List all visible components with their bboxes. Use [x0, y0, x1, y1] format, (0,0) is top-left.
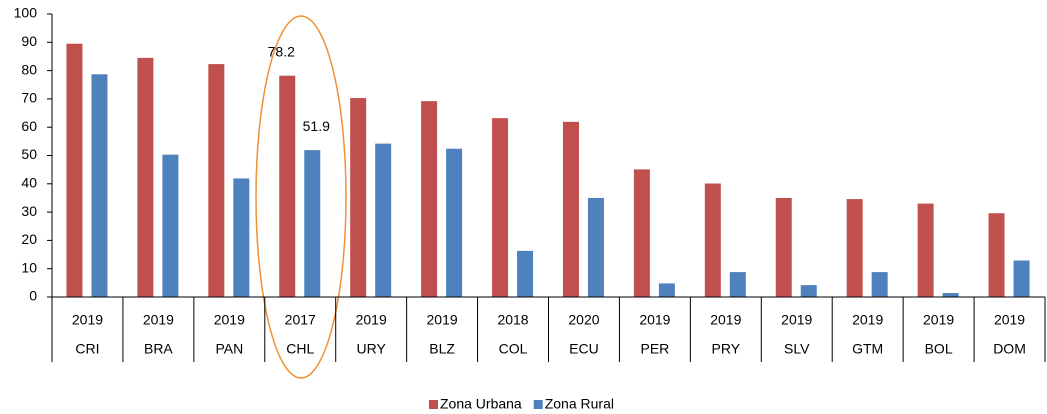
bar [942, 293, 959, 297]
y-tick-label: 80 [21, 61, 37, 77]
bar [279, 75, 296, 297]
bar [492, 118, 509, 297]
x-tick-label: COL [499, 341, 528, 357]
legend-swatch [533, 400, 543, 409]
y-tick-label: 70 [21, 90, 37, 106]
y-tick-label: 0 [29, 288, 37, 304]
x-tick-label: PAN [215, 341, 243, 357]
y-tick-label: 10 [21, 259, 37, 275]
bar [66, 43, 83, 298]
x-tick-label-year: 2017 [285, 312, 316, 328]
y-tick-label: 60 [21, 118, 37, 134]
y-tick-label: 100 [14, 5, 38, 21]
bar [871, 272, 888, 297]
bar [1013, 260, 1030, 297]
bar [446, 148, 463, 297]
x-tick-label: PRY [712, 341, 741, 357]
x-tick-label-year: 2019 [781, 312, 812, 328]
x-tick-label: CHL [286, 341, 314, 357]
bar [137, 57, 154, 297]
data-label: 78.2 [268, 43, 295, 59]
y-tick-label: 50 [21, 146, 37, 162]
x-tick-label: BOL [925, 341, 953, 357]
y-tick-label: 40 [21, 175, 37, 191]
x-tick-label-year: 2019 [852, 312, 883, 328]
bar [91, 74, 108, 298]
y-tick-label: 30 [21, 203, 37, 219]
x-tick-label-year: 2019 [427, 312, 458, 328]
bar [421, 101, 438, 297]
x-tick-label: CRI [75, 341, 99, 357]
x-tick-label-year: 2019 [143, 312, 174, 328]
bar [988, 213, 1005, 297]
legend-swatch [429, 400, 438, 409]
bar [350, 98, 367, 298]
x-tick-label: ECU [569, 341, 599, 357]
bar [162, 154, 179, 297]
bar [517, 250, 534, 297]
bar [208, 64, 225, 297]
x-tick-label: DOM [993, 341, 1026, 357]
bar [562, 121, 579, 297]
legend-label: Zona Urbana [440, 396, 522, 412]
x-tick-label-year: 2019 [994, 312, 1025, 328]
bar [633, 169, 650, 297]
x-tick-label: PER [640, 341, 669, 357]
x-tick-label: BRA [144, 341, 173, 357]
bar [304, 150, 321, 297]
bar [800, 285, 817, 297]
x-tick-label-year: 2019 [923, 312, 954, 328]
data-label: 51.9 [303, 118, 330, 134]
x-tick-label-year: 2019 [356, 312, 387, 328]
x-tick-label: URY [357, 341, 387, 357]
bar [917, 203, 934, 297]
x-tick-label-year: 2020 [568, 312, 599, 328]
bar [775, 197, 792, 297]
bar [375, 143, 392, 297]
bar [846, 199, 863, 297]
y-tick-label: 90 [21, 33, 37, 49]
x-tick-label-year: 2018 [497, 312, 528, 328]
x-tick-label-year: 2019 [710, 312, 741, 328]
x-tick-label-year: 2019 [72, 312, 103, 328]
x-tick-label: BLZ [429, 341, 455, 357]
bar [704, 183, 721, 297]
x-tick-label-year: 2019 [639, 312, 670, 328]
bar [658, 283, 675, 297]
bar [729, 272, 746, 297]
y-tick-label: 20 [21, 231, 37, 247]
highlight-ellipse [255, 15, 347, 379]
legend-label: Zona Rural [545, 396, 614, 412]
bar [587, 197, 604, 297]
x-tick-label-year: 2019 [214, 312, 245, 328]
x-tick-label: SLV [784, 341, 810, 357]
x-tick-label: GTM [852, 341, 883, 357]
bar [233, 178, 250, 297]
